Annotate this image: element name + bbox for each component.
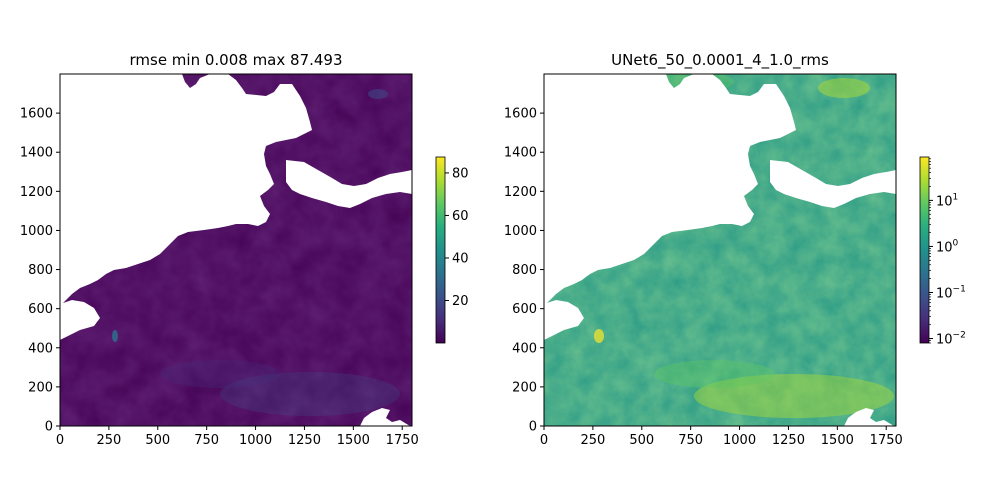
x-tick-label: 1250 bbox=[772, 433, 805, 448]
y-axis-unet: 0 200 400 600 800 1000 1200 1400 1600 bbox=[504, 107, 544, 435]
y-tick-label: 1400 bbox=[20, 146, 53, 161]
x-tick-label: 250 bbox=[580, 433, 605, 448]
y-tick-label: 600 bbox=[512, 302, 537, 317]
y-tick-label: 200 bbox=[28, 380, 53, 395]
axes-frame-unet bbox=[543, 73, 897, 427]
colorbar-tick-label: 60 bbox=[452, 209, 469, 224]
x-tick-label: 750 bbox=[194, 433, 219, 448]
colorbar-tick-label: 100 bbox=[936, 238, 959, 255]
x-tick-label: 1500 bbox=[821, 433, 854, 448]
axes-frame-rmse bbox=[59, 73, 413, 427]
y-tick-label: 0 bbox=[45, 420, 53, 435]
y-axis-rmse: 0 200 400 600 800 1000 1200 1400 1600 bbox=[20, 107, 60, 435]
colorbar-ticks-unet: 10−2 10−1 100 101 bbox=[929, 158, 966, 348]
colorbar-tick-label: 101 bbox=[936, 192, 958, 209]
y-tick-label: 400 bbox=[512, 341, 537, 356]
chart-title-unet: UNet6_50_0.0001_4_1.0_rms bbox=[611, 51, 829, 70]
x-tick-label: 0 bbox=[56, 433, 64, 448]
y-tick-label: 800 bbox=[512, 263, 537, 278]
colorbar-tick-label: 40 bbox=[452, 251, 469, 266]
heatmap-image-rmse bbox=[60, 74, 412, 426]
y-tick-label: 1600 bbox=[20, 107, 53, 122]
x-tick-label: 1750 bbox=[386, 433, 419, 448]
y-tick-label: 200 bbox=[512, 380, 537, 395]
y-tick-label: 0 bbox=[529, 420, 537, 435]
y-tick-label: 1200 bbox=[504, 185, 537, 200]
colorbar-ticks-rmse: 20 40 60 80 bbox=[445, 166, 469, 309]
y-tick-label: 600 bbox=[28, 302, 53, 317]
x-tick-label: 0 bbox=[540, 433, 548, 448]
x-axis-rmse: 0 250 500 750 1000 1250 1500 1750 bbox=[56, 426, 419, 448]
colorbar-unet bbox=[920, 157, 929, 343]
chart-panel-unet: UNet6_50_0.0001_4_1.0_rms 0 250 500 750 1000… bbox=[504, 51, 966, 448]
x-tick-label: 250 bbox=[96, 433, 121, 448]
y-tick-label: 400 bbox=[28, 341, 53, 356]
colorbar-rmse bbox=[436, 157, 445, 343]
colorbar-tick-label: 10−2 bbox=[936, 331, 966, 348]
y-tick-label: 1000 bbox=[504, 224, 537, 239]
x-tick-label: 500 bbox=[629, 433, 654, 448]
colorbar-tick-label: 80 bbox=[452, 166, 469, 181]
colorbar-tick-label: 10−1 bbox=[936, 284, 966, 301]
y-tick-label: 1000 bbox=[20, 224, 53, 239]
y-tick-label: 1400 bbox=[504, 146, 537, 161]
y-tick-label: 800 bbox=[28, 263, 53, 278]
x-tick-label: 1250 bbox=[288, 433, 321, 448]
heatmap-image-unet bbox=[544, 74, 896, 426]
chart-panel-rmse: rmse min 0.008 max 87.493 0 250 500 750 1000… bbox=[20, 51, 469, 448]
x-tick-label: 1000 bbox=[239, 433, 272, 448]
x-tick-label: 750 bbox=[678, 433, 703, 448]
x-tick-label: 1500 bbox=[337, 433, 370, 448]
chart-title-rmse: rmse min 0.008 max 87.493 bbox=[129, 51, 342, 69]
x-tick-label: 500 bbox=[145, 433, 170, 448]
x-tick-label: 1000 bbox=[723, 433, 756, 448]
y-tick-label: 1200 bbox=[20, 185, 53, 200]
x-tick-label: 1750 bbox=[870, 433, 903, 448]
colorbar-tick-label: 20 bbox=[452, 294, 469, 309]
x-axis-unet: 0 250 500 750 1000 1250 1500 1750 bbox=[540, 426, 903, 448]
y-tick-label: 1600 bbox=[504, 107, 537, 122]
